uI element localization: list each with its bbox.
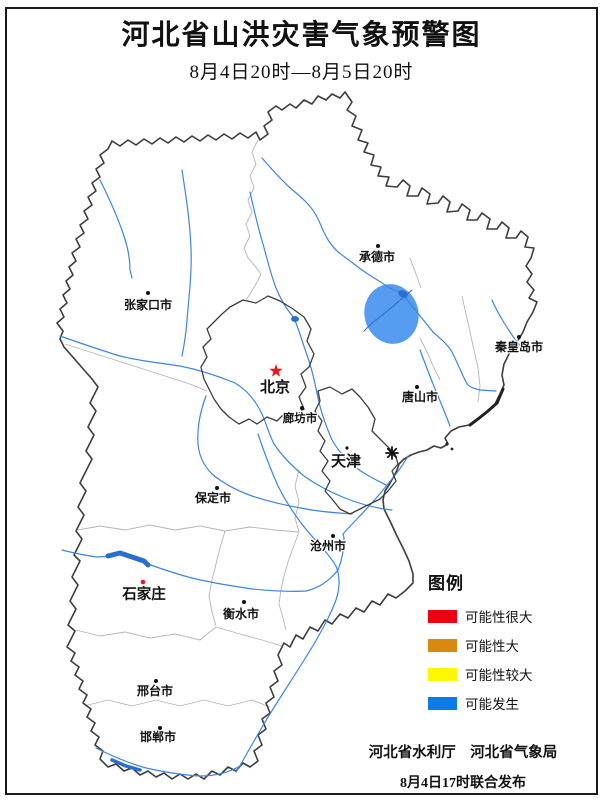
issue-time: 8月4日17时联合发布	[400, 776, 526, 791]
city-dot-baoding	[215, 486, 219, 490]
river-hutuo	[61, 533, 345, 592]
rivers	[59, 157, 523, 777]
label-beijing: 北京	[260, 378, 290, 396]
label-baoding: 保定市	[194, 490, 231, 505]
river-zhang-thick	[110, 758, 142, 772]
label-shijiazhuang: 石家庄	[121, 585, 166, 603]
tianjin-star-icon	[385, 446, 399, 460]
beijing-boundary	[200, 295, 315, 425]
label-tianjin: 天津	[331, 452, 361, 470]
legend-swatch-yellow	[428, 667, 457, 681]
label-tangshan: 唐山市	[402, 389, 438, 404]
legend-label: 可能性较大	[465, 668, 533, 683]
page-title: 河北省山洪灾害气象预警图	[121, 20, 482, 51]
label-qinhuangdao: 秦皇岛市	[494, 339, 543, 354]
legend-swatch-orange	[428, 638, 457, 652]
reservoir-miyun	[291, 316, 299, 322]
reservoir-gangnan	[105, 550, 151, 568]
coast-island-2	[450, 447, 454, 451]
river-chaobai	[249, 191, 389, 487]
prefecture-borders	[64, 139, 481, 708]
river-sanggan	[181, 169, 192, 357]
city-dot-hengshui	[242, 600, 246, 604]
label-langfang: 廊坊市	[283, 411, 318, 425]
city-dot-tianjin	[345, 446, 349, 450]
label-zhangjiakou: 张家口市	[124, 297, 172, 312]
river-yongding	[59, 335, 393, 511]
legend-row-very-likely: 可能性很大	[428, 609, 533, 625]
page-subtitle: 8月4日20时—8月5日20时	[189, 62, 414, 83]
city-dot-shijiazhuang	[140, 579, 146, 585]
city-dot-langfang	[300, 406, 304, 410]
city-dot-handan	[158, 726, 162, 730]
river-zhang	[95, 747, 241, 777]
city-dot-cangzhou	[331, 534, 335, 538]
river-through-warning-area	[363, 289, 413, 332]
label-cangzhou: 沧州市	[310, 538, 346, 553]
legend-swatch-blue	[428, 696, 457, 710]
legend-label: 可能性大	[465, 639, 519, 654]
city-dot-qinhuangdao	[517, 335, 521, 339]
city-markers	[140, 244, 521, 730]
issuer-agencies: 河北省水利厅 河北省气象局	[368, 745, 558, 761]
river-luan	[261, 157, 497, 392]
issuer-info: 河北省水利厅 河北省气象局 8月4日17时联合发布	[330, 741, 596, 792]
legend-title: 图例	[428, 574, 464, 593]
reservoir-panjiakou	[398, 290, 408, 298]
legend: 图例 可能性很大 可能性大 可能性较大 可能发生	[428, 569, 533, 712]
legend-row-possible: 可能发生	[428, 696, 533, 712]
warning-area-ellipse	[364, 284, 419, 344]
river-daqing	[197, 395, 353, 515]
coastline-accent	[468, 387, 505, 427]
legend-row-likely: 可能性大	[428, 638, 533, 654]
river-qinhuangdao	[491, 299, 523, 349]
river-tangshan	[419, 349, 451, 427]
label-chengde: 承德市	[359, 249, 395, 264]
city-dot-zhangjiakou	[146, 291, 150, 295]
city-dot-chengde	[376, 244, 380, 248]
label-handan: 邯郸市	[140, 729, 176, 744]
river-canal-north	[342, 455, 409, 535]
label-xingtai: 邢台市	[137, 683, 173, 698]
legend-label: 可能发生	[465, 697, 519, 712]
river-northwest	[99, 179, 133, 279]
label-hengshui: 衡水市	[223, 606, 259, 621]
river-ziya-canal	[235, 433, 340, 773]
legend-label: 可能性很大	[465, 610, 533, 625]
legend-swatch-red	[428, 609, 457, 623]
beijing-star-icon	[269, 364, 283, 377]
city-labels: 张家口市 承德市 秦皇岛市 唐山市 廊坊市 保定市 沧州市 衡水市 邢台市 邯郸…	[120, 248, 544, 746]
city-dot-tangshan	[415, 385, 419, 389]
legend-row-fairly-likely: 可能性较大	[428, 667, 533, 683]
page-border-frame	[5, 7, 598, 795]
tianjin-boundary	[314, 386, 399, 515]
coast-island-1	[445, 442, 449, 446]
city-dot-xingtai	[154, 679, 158, 683]
